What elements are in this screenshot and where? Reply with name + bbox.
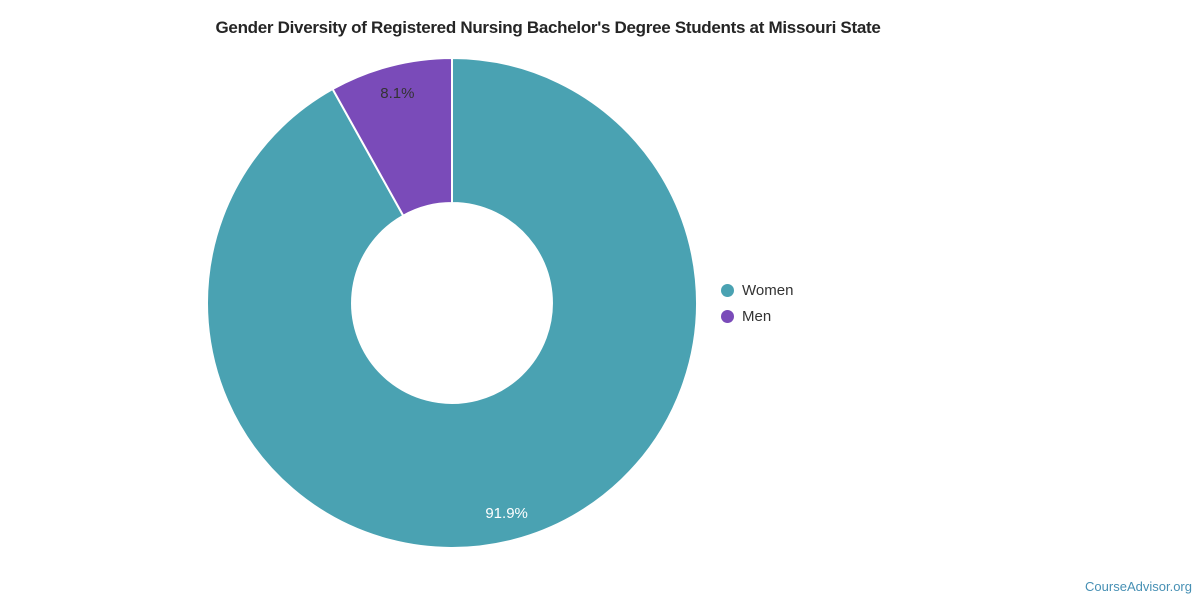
chart-title: Gender Diversity of Registered Nursing B… <box>215 18 881 37</box>
slice-label-women: 91.9% <box>485 505 528 522</box>
legend-marker-women-icon <box>721 284 734 297</box>
courseadvisor-link[interactable]: CourseAdvisor.org <box>1085 579 1192 594</box>
legend-item-men[interactable]: Men <box>721 308 793 325</box>
slice-label-men: 8.1% <box>380 85 414 102</box>
legend-item-women[interactable]: Women <box>721 282 793 299</box>
legend: Women Men <box>721 282 793 325</box>
legend-marker-men-icon <box>721 310 734 323</box>
slice-men[interactable] <box>331 57 453 217</box>
donut-chart: 91.9% 8.1% <box>206 57 698 549</box>
slice-women[interactable] <box>206 57 698 549</box>
legend-label-women: Women <box>742 282 794 299</box>
legend-label-men: Men <box>742 308 772 325</box>
